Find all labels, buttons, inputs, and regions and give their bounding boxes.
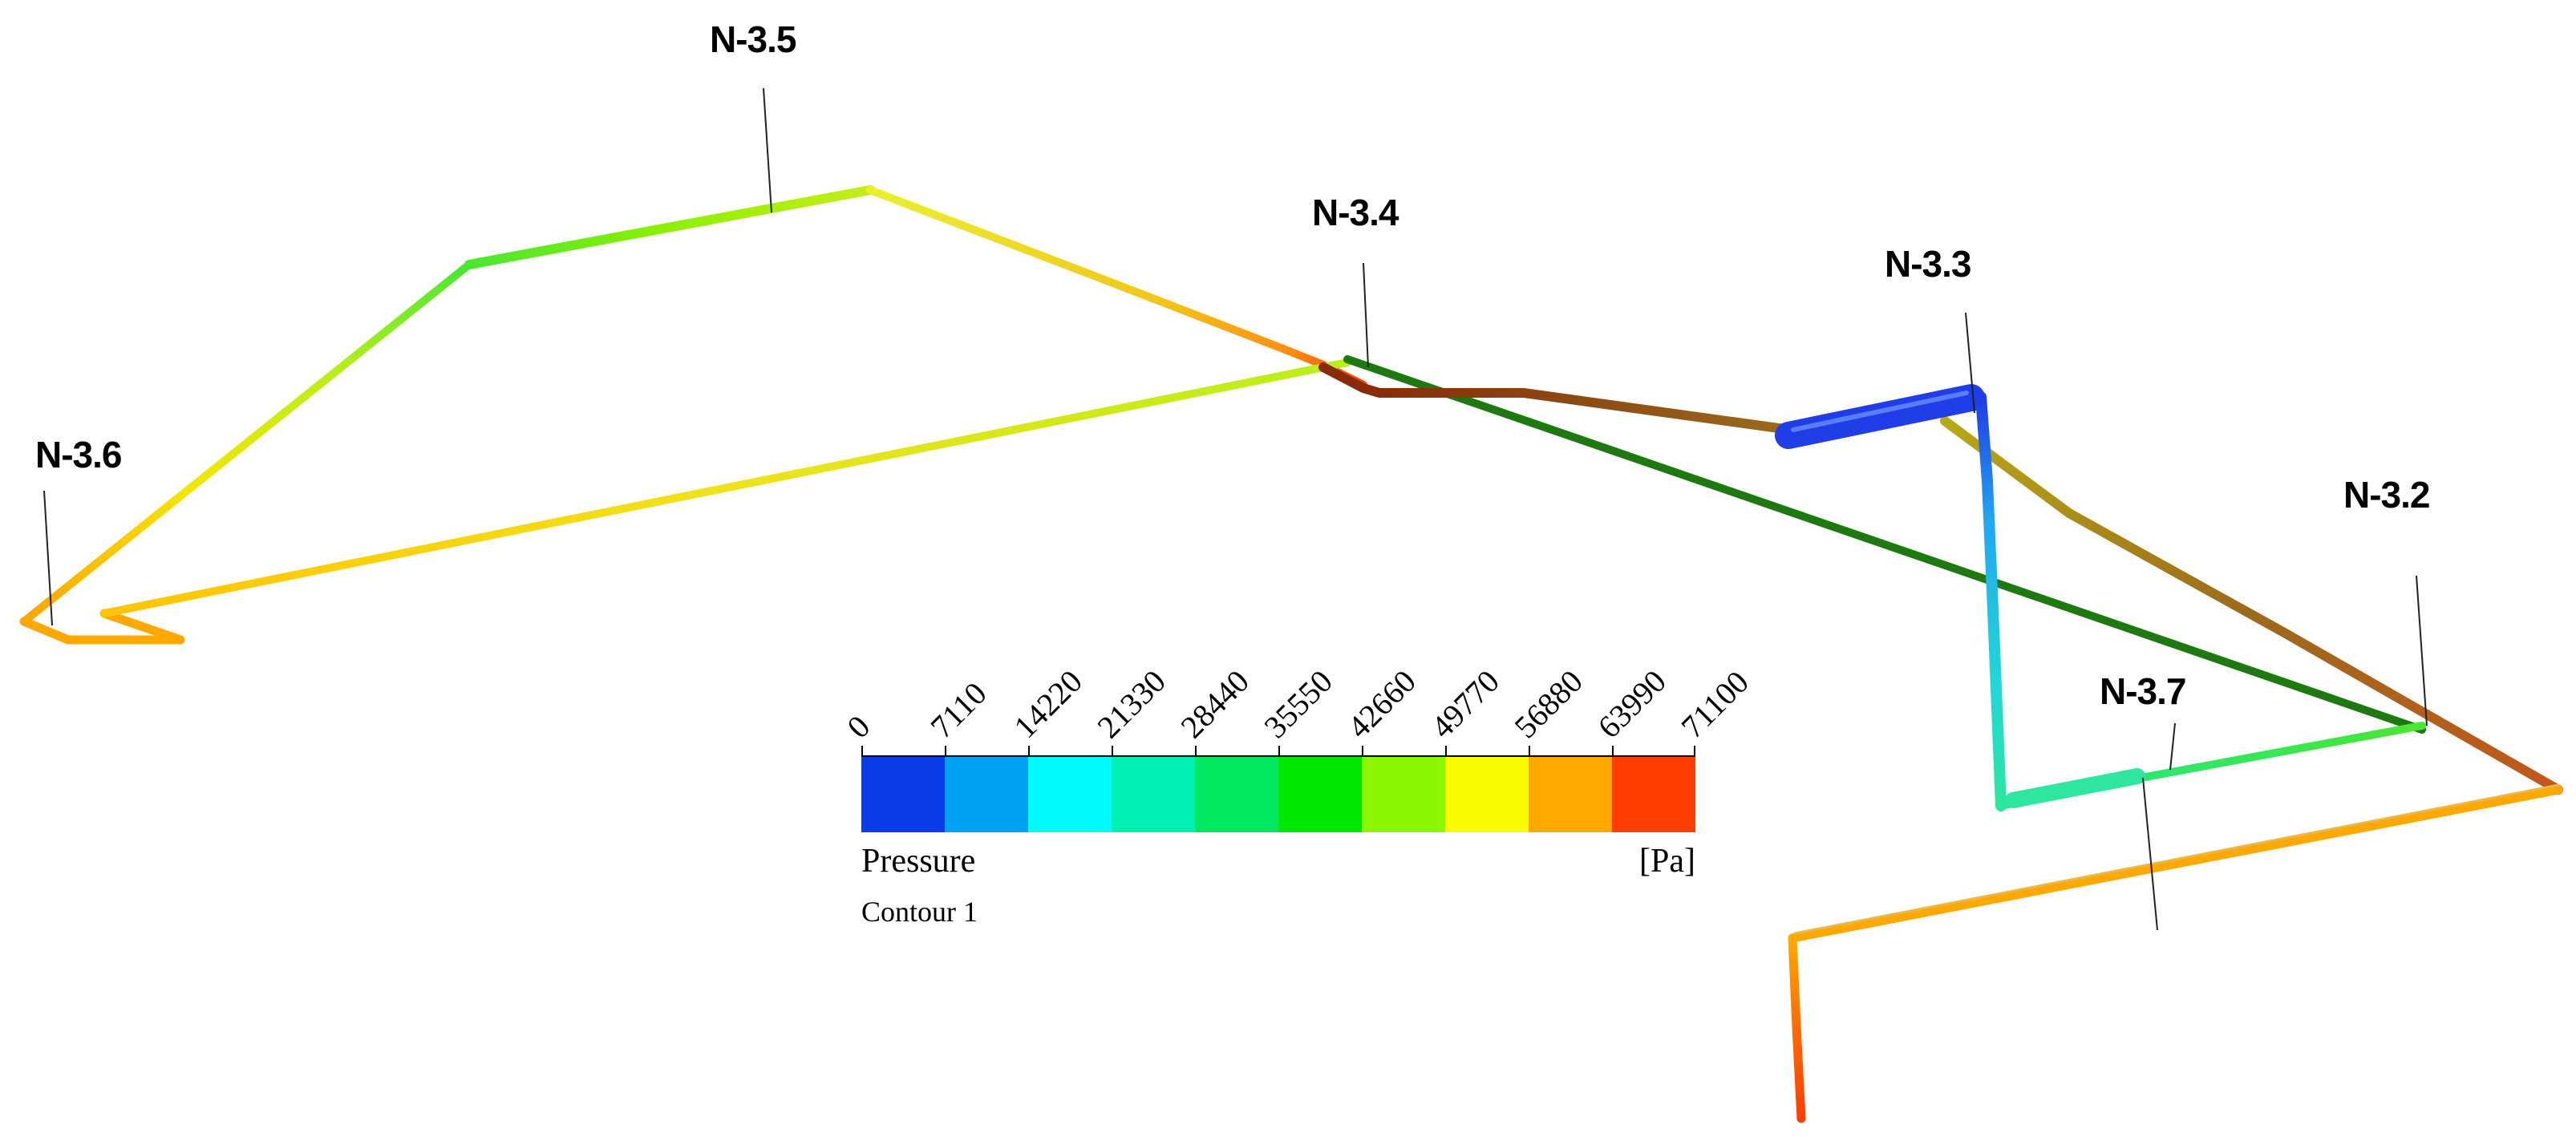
pipe-segment-green-cylinder	[2005, 768, 2145, 808]
legend-colorbar	[861, 755, 1695, 832]
legend-color-cell	[1612, 757, 1695, 832]
pipe-segment-right-descend	[1940, 416, 2563, 795]
leader-line-n34	[1363, 262, 1369, 368]
pressure-legend: 0 7110 14220 21330 28440 35550 42660 49770 56880…	[840, 625, 1756, 946]
pipe-segment-orange-return	[1788, 785, 2563, 943]
legend-color-cell	[1112, 757, 1195, 832]
legend-color-cell	[1445, 757, 1529, 832]
pipe-segment-descend	[866, 186, 1367, 389]
legend-subtitle: Contour 1	[861, 896, 978, 928]
legend-tick-label: 28440	[1173, 662, 1257, 746]
legend-color-cell	[1028, 757, 1112, 832]
pipe-segment-blue-cylinder	[1775, 384, 1985, 449]
legend-tick-label: 14220	[1007, 662, 1090, 746]
legend-tick-mark	[1195, 746, 1197, 755]
legend-tick-mark	[1112, 746, 1113, 755]
pipe-segment-long-lower	[100, 358, 1351, 617]
legend-tick-labels: 0 7110 14220 21330 28440 35550 42660 49770 56880…	[840, 625, 1756, 755]
legend-tick-mark	[1278, 746, 1280, 755]
leader-line-n37	[2169, 722, 2176, 771]
legend-color-cell	[861, 757, 945, 832]
pipe-segment-dark-green	[1343, 355, 2426, 734]
legend-tick-label: 63990	[1590, 662, 1674, 746]
legend-tick-mark	[945, 746, 946, 755]
leader-line-n33	[1965, 312, 1975, 414]
node-label-n33: N-3.3	[1885, 243, 1971, 285]
leader-line-n35	[763, 87, 772, 213]
legend-color-cell	[945, 757, 1028, 832]
pipe-segment-left-rise	[20, 261, 473, 625]
leader-line-n32	[2416, 575, 2428, 726]
pipe-segment-brown	[1318, 362, 1789, 434]
node-label-n32: N-3.2	[2343, 474, 2430, 516]
legend-color-cell	[1529, 757, 1612, 832]
legend-unit: [Pa]	[1639, 843, 1695, 880]
legend-tick-mark	[1445, 746, 1447, 755]
legend-tick-mark	[1612, 746, 1614, 755]
legend-tick-label: 56880	[1507, 662, 1590, 746]
legend-tick-mark	[1529, 746, 1530, 755]
node-label-n37: N-3.7	[2100, 670, 2186, 712]
legend-color-cell	[1278, 757, 1362, 832]
legend-tick-label: 49770	[1424, 662, 1507, 746]
leader-line-n37-lower	[2142, 777, 2158, 931]
legend-tick-label: 35550	[1257, 662, 1340, 746]
legend-tick-label: 42660	[1340, 662, 1424, 746]
legend-color-cell	[1195, 757, 1278, 832]
pipe-segment-vertical	[1975, 391, 2007, 811]
legend-tick-mark	[1028, 746, 1030, 755]
pipe-segment-left-zigzag	[19, 609, 185, 645]
legend-tick-label: 7110	[923, 674, 994, 746]
legend-tick-label: 21330	[1090, 662, 1173, 746]
node-label-n34: N-3.4	[1312, 192, 1399, 233]
legend-color-cell	[1362, 757, 1445, 832]
node-label-n36: N-3.6	[35, 434, 122, 475]
pipe-segment-blue-cylinder-highlight	[1791, 390, 1969, 432]
pipe-segment-drop	[1788, 933, 1806, 1123]
legend-tick-mark	[1694, 746, 1695, 755]
node-label-n35: N-3.5	[710, 18, 796, 60]
leader-line-n36	[43, 490, 53, 626]
legend-tick-mark	[1362, 746, 1363, 755]
pipe-segment-orange-return-edge	[1793, 783, 2560, 935]
legend-tick-mark	[861, 746, 863, 755]
pipe-segment-top	[464, 185, 875, 269]
legend-title: Pressure	[861, 843, 976, 880]
